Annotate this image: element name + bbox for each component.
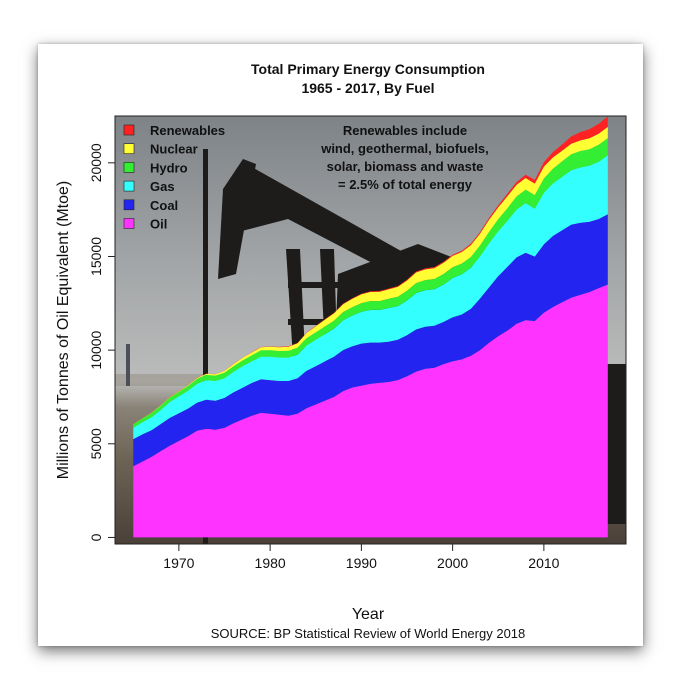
y-tick-label: 15000 (88, 237, 104, 276)
legend-label: Oil (150, 217, 167, 232)
annotation-line: solar, biomass and waste (327, 159, 484, 174)
energy-consumption-chart: 1970 1980 1990 2000 2010 0 5000 10000 15000 2000… (55, 61, 627, 641)
x-tick-label: 1990 (346, 555, 377, 571)
y-tick-label: 10000 (88, 330, 104, 369)
annotation-line: wind, geothermal, biofuels, (320, 141, 489, 156)
y-tick-label: 20000 (88, 143, 104, 182)
x-tick-label: 2000 (437, 555, 468, 571)
y-tick-label: 0 (88, 533, 104, 541)
annotation-line: = 2.5% of total energy (338, 177, 473, 192)
area-coal (133, 214, 608, 467)
x-tick-label: 1970 (163, 555, 194, 571)
legend-swatch (123, 218, 135, 229)
source-note: SOURCE: BP Statistical Review of World E… (211, 626, 526, 641)
renewables-annotation: Renewables include wind, geothermal, bio… (320, 123, 489, 192)
legend-swatch (123, 124, 135, 136)
legend-swatch (123, 162, 135, 173)
legend-swatch (123, 199, 135, 211)
legend-label: Gas (150, 179, 175, 194)
plot-frame (114, 115, 627, 545)
area-gas (133, 155, 608, 440)
legend: Renewables Nuclear Hydro Gas Coal Oil (123, 123, 225, 232)
chart-title: Total Primary Energy Consumption (251, 61, 485, 77)
stacked-areas (133, 116, 608, 538)
area-nuclear (133, 126, 608, 425)
x-axis: 1970 1980 1990 2000 2010 (163, 544, 560, 571)
area-renewables (133, 116, 608, 425)
legend-label: Coal (150, 198, 178, 213)
legend-label: Hydro (150, 160, 188, 175)
y-tick-label: 5000 (88, 428, 104, 459)
legend-label: Nuclear (150, 142, 198, 157)
y-axis: 0 5000 10000 15000 20000 (88, 143, 115, 541)
chart-card: 1970 1980 1990 2000 2010 0 5000 10000 15000 2000… (38, 44, 643, 646)
legend-swatch (123, 180, 135, 192)
x-axis-label: Year (352, 606, 385, 623)
area-oil (133, 284, 608, 538)
chart-subtitle: 1965 - 2017, By Fuel (301, 80, 434, 96)
annotation-line: Renewables include (343, 123, 467, 138)
legend-swatch (123, 143, 135, 154)
area-hydro (133, 138, 608, 428)
x-tick-label: 2010 (528, 555, 559, 571)
x-tick-label: 1980 (255, 555, 286, 571)
legend-label: Renewables (150, 123, 225, 138)
y-axis-label: Millions of Tonnes of Oil Equivalent (Mt… (55, 181, 72, 480)
